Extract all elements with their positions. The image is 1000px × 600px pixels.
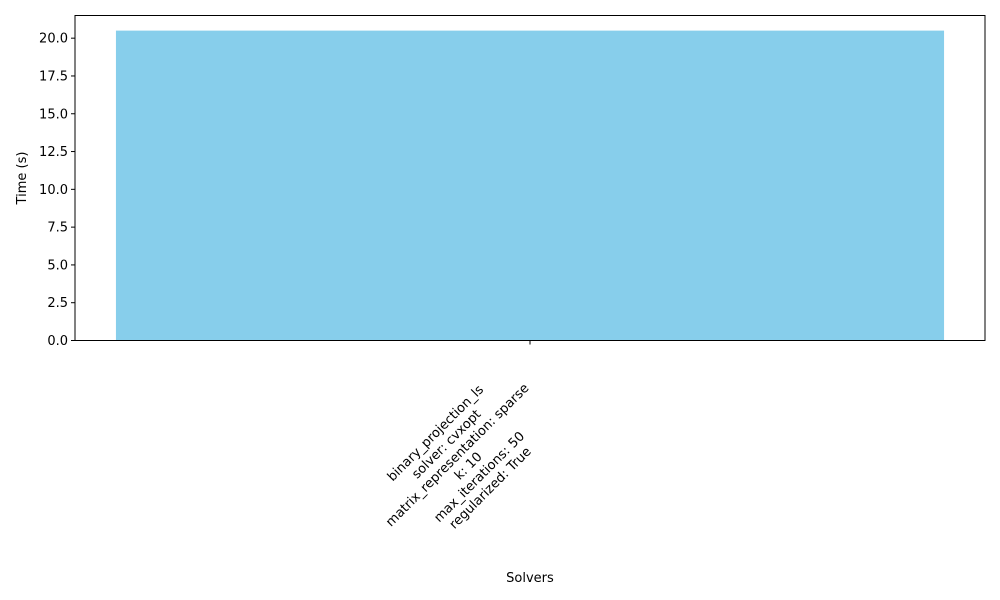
- y-tick-label: 5.0: [47, 258, 68, 273]
- x-axis-label: Solvers: [506, 571, 554, 586]
- y-axis: 0.0 2.5 5.0 7.5 10.0 12.5 15.0 17.5 20.0: [39, 32, 75, 349]
- bars-layer: [115, 30, 945, 341]
- y-tick-label: 7.5: [47, 221, 68, 236]
- y-tick-label: 15.0: [39, 107, 68, 122]
- y-tick-label: 17.5: [39, 69, 68, 84]
- y-tick-label: 0.0: [47, 334, 68, 349]
- y-tick-label: 10.0: [39, 183, 68, 198]
- y-tick-label: 20.0: [39, 32, 68, 47]
- y-axis-label: Time (s): [15, 152, 30, 206]
- y-tick-label: 12.5: [39, 145, 68, 160]
- y-tick-label: 2.5: [47, 296, 68, 311]
- bar: [115, 30, 945, 341]
